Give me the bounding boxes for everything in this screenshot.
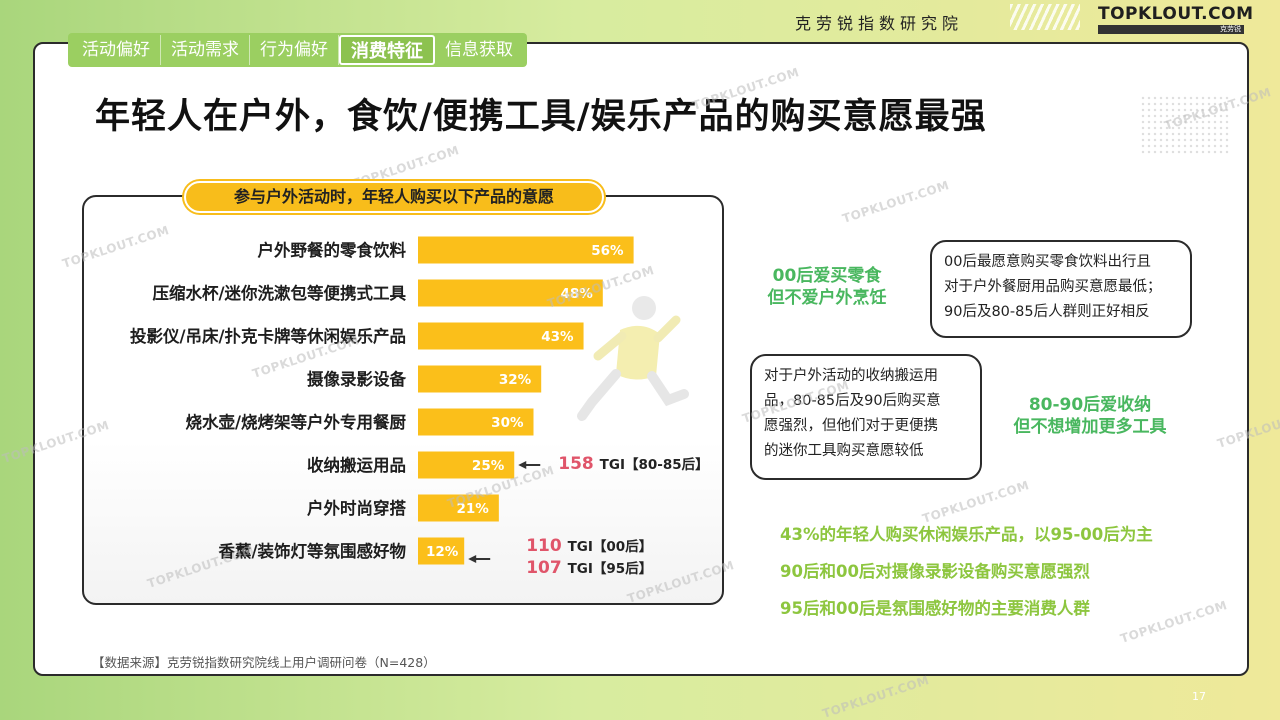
tab-activity-needs[interactable]: 活动需求 xyxy=(161,35,250,65)
page-title: 年轻人在户外，食饮/便携工具/娱乐产品的购买意愿最强 xyxy=(95,97,987,137)
decorative-stripes xyxy=(1010,4,1080,30)
note-green-1-line-2: 但不爱户外烹饪 xyxy=(767,288,887,308)
bar xyxy=(418,236,634,264)
category-label: 户外时尚穿搭 xyxy=(307,498,407,518)
tgi-label: TGI【80-85后】 xyxy=(600,456,709,473)
note-green-2-line-1: 80-90后爱收纳 xyxy=(1028,395,1152,415)
finding-1: 43%的年轻人购买休闲娱乐产品，以95-00后为主 xyxy=(780,525,1153,544)
category-label: 压缩水杯/迷你洗漱包等便携式工具 xyxy=(152,283,406,303)
finding-2: 90后和00后对摄像录影设备购买意愿强烈 xyxy=(780,562,1090,581)
tgi-annotation: 110 TGI【00后】 xyxy=(526,536,652,556)
annotation-arrow-head xyxy=(518,461,527,469)
category-label: 投影仪/吊床/扑克卡牌等休闲娱乐产品 xyxy=(130,326,406,346)
bar xyxy=(418,451,515,479)
bar-value-label: 30% xyxy=(491,415,524,431)
bubble-2-line-1: 对于户外活动的收纳搬运用 xyxy=(764,368,938,384)
note-green-1: 00后爱买零食 但不爱户外烹饪 xyxy=(752,265,902,309)
tgi-number: 158 xyxy=(558,454,599,474)
tgi-number: 110 xyxy=(526,536,567,556)
category-label: 摄像录影设备 xyxy=(307,369,407,389)
tgi-label: TGI【95后】 xyxy=(568,560,653,577)
category-label: 收纳搬运用品 xyxy=(307,455,406,475)
bar-value-label: 21% xyxy=(457,501,490,517)
bar xyxy=(418,365,542,393)
annotation-arrow-head xyxy=(468,555,477,563)
note-green-2: 80-90后爱收纳 但不想增加更多工具 xyxy=(1000,394,1180,438)
bar-value-label: 32% xyxy=(499,372,532,388)
bar xyxy=(418,408,534,436)
decorative-dot-grid-right xyxy=(1140,95,1230,155)
tab-activity-preference[interactable]: 活动偏好 xyxy=(72,35,161,65)
bubble-1-line-3: 90后及80-85后人群则正好相反 xyxy=(944,304,1150,320)
tab-consumption-features[interactable]: 消费特征 xyxy=(339,35,435,65)
page-number: 17 xyxy=(1192,690,1206,703)
bar xyxy=(418,279,603,307)
speech-bubble-2: 对于户外活动的收纳搬运用 品，80-85后及90后购买意 愿强烈，但他们对于更便… xyxy=(750,354,982,480)
bar xyxy=(418,537,465,565)
bubble-1-line-2: 对于户外餐厨用品购买意愿最低； xyxy=(944,279,1162,295)
org-name: 克劳锐指数研究院 xyxy=(795,14,964,33)
bar-value-label: 25% xyxy=(472,458,505,474)
tgi-number: 107 xyxy=(526,558,567,578)
tab-behavior-preference[interactable]: 行为偏好 xyxy=(250,35,339,65)
bubble-2-line-2: 品，80-85后及90后购买意 xyxy=(764,393,941,409)
tgi-annotation: 158 TGI【80-85后】 xyxy=(558,454,708,474)
bar-value-label: 56% xyxy=(591,243,624,259)
key-findings: 43%的年轻人购买休闲娱乐产品，以95-00后为主 90后和00后对摄像录影设备… xyxy=(780,516,1153,627)
category-label: 户外野餐的零食饮料 xyxy=(258,240,407,260)
category-label: 烧水壶/烧烤架等户外专用餐厨 xyxy=(185,412,406,432)
bubble-1-line-1: 00后最愿意购买零食饮料出行且 xyxy=(944,254,1151,270)
bar-value-label: 43% xyxy=(541,329,574,345)
brand-logo-sub: 克劳锐 xyxy=(1098,25,1244,34)
finding-3: 95后和00后是氛围感好物的主要消费人群 xyxy=(780,599,1090,618)
bar-value-label: 12% xyxy=(426,544,459,560)
running-person-illustration xyxy=(577,296,689,421)
data-source-note: 【数据来源】克劳锐指数研究院线上用户调研问卷（N=428） xyxy=(92,655,436,670)
bubble-2-line-3: 愿强烈，但他们对于更便携 xyxy=(764,418,938,434)
tgi-annotation: 107 TGI【95后】 xyxy=(526,558,652,578)
bar-value-label: 48% xyxy=(560,286,593,302)
section-tabs: 活动偏好 活动需求 行为偏好 消费特征 信息获取 xyxy=(68,33,527,67)
tgi-label: TGI【00后】 xyxy=(568,538,653,555)
category-label: 香薰/装饰灯等氛围感好物 xyxy=(218,541,406,561)
brand-logo: TOPKLOUT.COM xyxy=(1098,4,1254,24)
tab-info-acquisition[interactable]: 信息获取 xyxy=(445,40,513,60)
note-green-2-line-2: 但不想增加更多工具 xyxy=(1013,417,1167,437)
bar xyxy=(418,494,499,522)
bubble-2-line-4: 的迷你工具购买意愿较低 xyxy=(764,443,924,459)
bar xyxy=(418,322,584,350)
note-green-1-line-1: 00后爱买零食 xyxy=(772,266,882,286)
chart-title: 参与户外活动时，年轻人购买以下产品的意愿 xyxy=(184,181,604,213)
speech-bubble-1: 00后最愿意购买零食饮料出行且 对于户外餐厨用品购买意愿最低； 90后及80-8… xyxy=(930,240,1192,338)
